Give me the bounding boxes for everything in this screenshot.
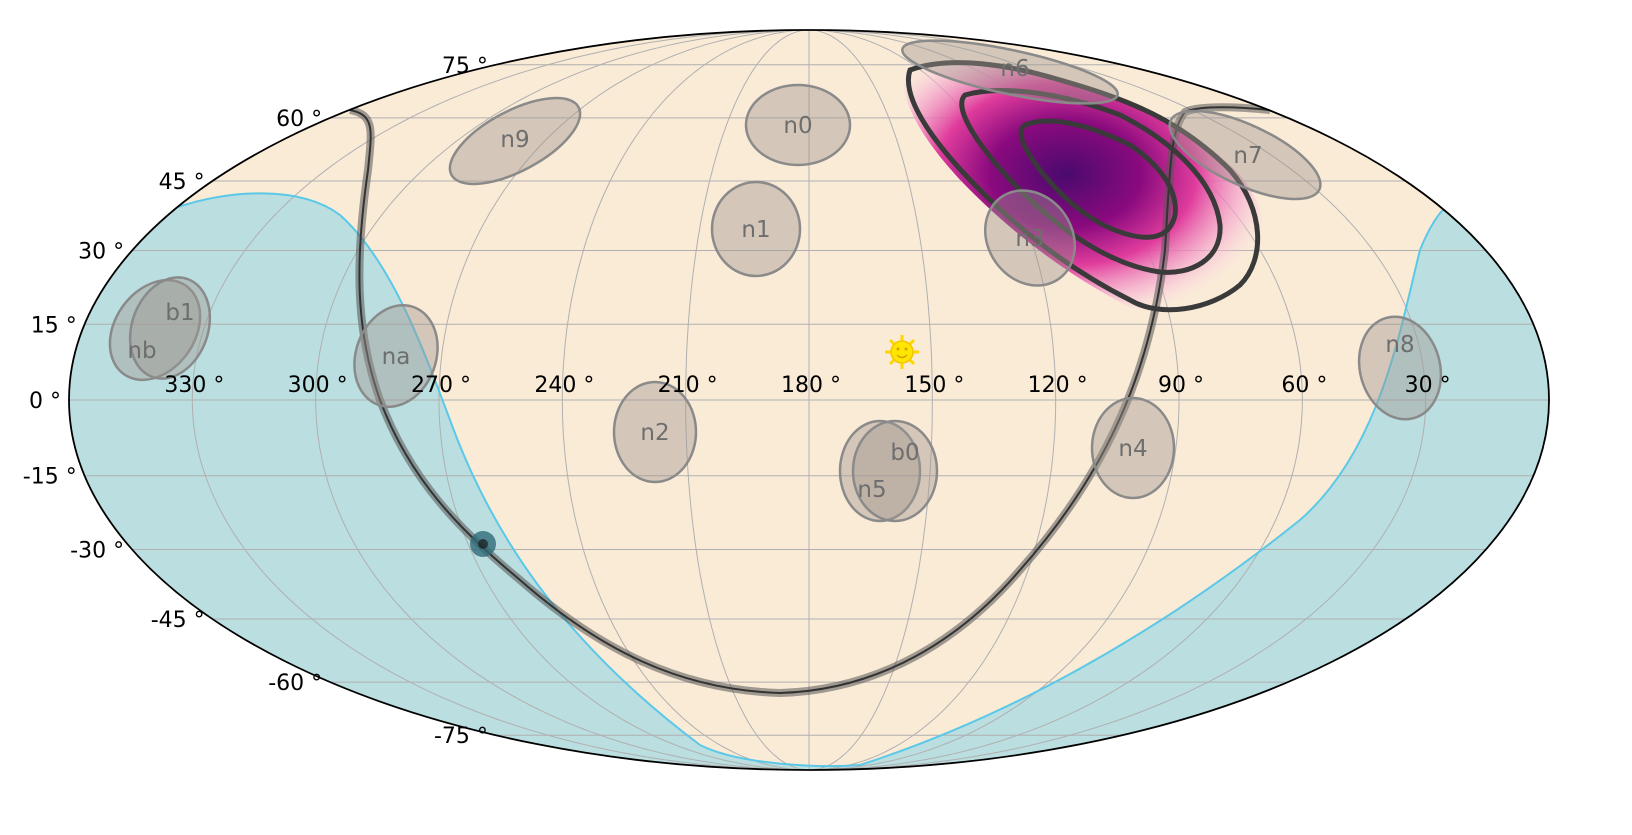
lat-tick-label: 60 ° [276, 107, 322, 132]
lon-tick-label: 270 ° [411, 373, 471, 398]
detector-b0-label: b0 [890, 440, 919, 466]
detector-n9-label: n9 [500, 127, 529, 153]
detector-n1-region [710, 180, 802, 278]
detector-n3-region [983, 189, 1077, 287]
detector-n2-region [612, 380, 698, 484]
lat-tick-label: 0 ° [29, 389, 61, 414]
localization-probability [903, 59, 1265, 314]
detector-n9-region [448, 96, 582, 186]
detector-n2-label: n2 [640, 420, 669, 446]
detector-n8-label: n8 [1385, 332, 1414, 358]
lat-tick-label: 45 ° [159, 170, 205, 195]
lon-tick-label: 300 ° [288, 373, 348, 398]
lon-tick-label: 240 ° [534, 373, 594, 398]
lon-tick-label: 90 ° [1158, 373, 1204, 398]
detector-n7-region [1168, 109, 1322, 201]
lon-tick-label: 30 ° [1405, 373, 1451, 398]
detector-n6-label: n6 [1000, 56, 1029, 82]
lon-tick-label: 60 ° [1281, 373, 1327, 398]
detector-nb-label: nb [127, 338, 156, 364]
lat-tick-label: -45 ° [151, 608, 205, 633]
detector-na-region [353, 304, 439, 408]
detector-n1-label: n1 [741, 217, 770, 243]
lat-tick-label: 15 ° [31, 313, 77, 338]
lon-tick-label: 210 ° [658, 373, 718, 398]
contour-inner [1018, 118, 1178, 240]
detector-b1-label: b1 [165, 300, 194, 326]
detector-n6-region [901, 39, 1119, 105]
detector-n4-label: n4 [1118, 436, 1147, 462]
detector-b0-region [851, 419, 939, 523]
detector-n7-label: n7 [1233, 143, 1262, 169]
detector-n0-label: n0 [783, 113, 812, 139]
detector-n4-region [1090, 396, 1176, 500]
detector-n5-region [838, 419, 922, 523]
lat-tick-label: 75 ° [442, 54, 488, 79]
lat-tick-label: -60 ° [268, 671, 322, 696]
detector-n5-label: n5 [857, 477, 886, 503]
detector-n3-label: n3 [1015, 226, 1044, 252]
detector-n0-region [744, 83, 852, 167]
detector-n8-region [1357, 315, 1443, 421]
point-source-center [478, 539, 488, 549]
detector-b1-region [128, 276, 212, 380]
lon-tick-label: 330 ° [164, 373, 224, 398]
earth-limb-line [177, 192, 1446, 767]
sun-icon [885, 335, 919, 369]
lon-tick-label: 120 ° [1028, 373, 1088, 398]
galactic-plane-core [349, 106, 1271, 695]
lat-tick-label: -15 ° [23, 465, 77, 490]
lat-tick-label: 30 ° [78, 240, 124, 265]
lon-tick-label: 150 ° [904, 373, 964, 398]
lat-tick-label: -75 ° [434, 724, 488, 749]
lon-tick-label: 180 ° [781, 373, 841, 398]
lat-tick-label: -30 ° [70, 538, 124, 563]
earth-occultation-region [69, 193, 1549, 770]
contour-middle [959, 88, 1223, 275]
sky-boundary [68, 29, 1550, 771]
detector-na-label: na [382, 344, 411, 370]
contour-outer [906, 60, 1261, 313]
